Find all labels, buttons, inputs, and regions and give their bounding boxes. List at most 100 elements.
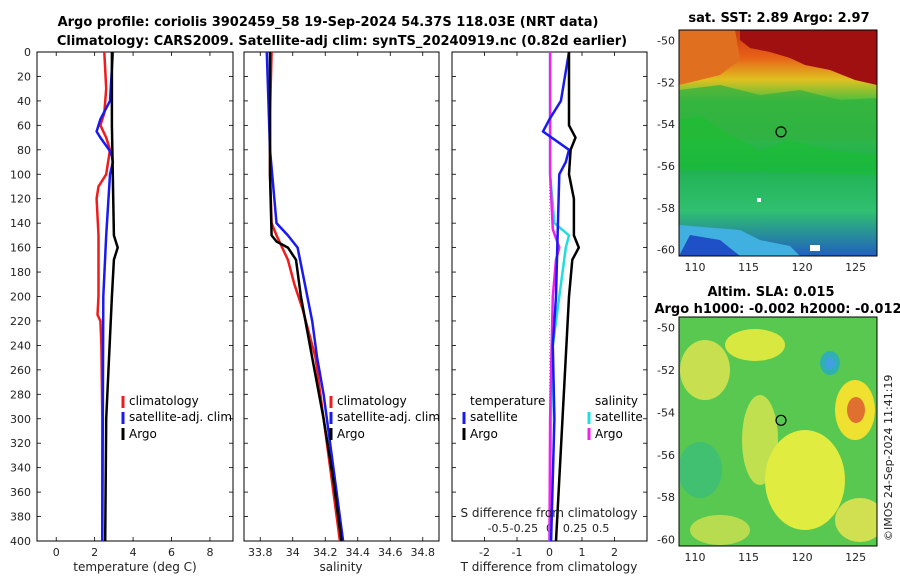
- map-y-tick-label: -60: [657, 244, 675, 257]
- y-tick-label: 400: [10, 535, 31, 548]
- y-tick-label: 320: [10, 437, 31, 450]
- legend-label: satellite-adj. clim: [337, 410, 440, 424]
- legend-title: salinity: [595, 394, 638, 408]
- difference-legend-salinity: salinity satellite Argo: [587, 394, 643, 441]
- legend-label: satellite: [470, 410, 518, 424]
- difference-top-xlabel: S difference from climatology: [461, 506, 638, 520]
- legend-label: Argo: [470, 427, 498, 441]
- map-y-tick-label: -56: [657, 449, 675, 462]
- y-tick-label: 300: [10, 413, 31, 426]
- series-line-satellite-adj-clim: [95, 51, 115, 542]
- map-y-tick-label: -58: [657, 491, 675, 504]
- map-x-tick-label: 125: [845, 551, 866, 564]
- x-tick-label: 33.8: [248, 546, 273, 559]
- y-tick-label: 360: [10, 486, 31, 499]
- map-y-tick-label: -54: [657, 118, 675, 131]
- argo-position-marker: [775, 126, 787, 138]
- imos-timestamp: ©IMOS 24-Sep-2024 11:41:19: [882, 375, 895, 541]
- y-tick-label: 220: [10, 315, 31, 328]
- x-tick-label: 34.6: [378, 546, 403, 559]
- map-y-tick-label: -58: [657, 202, 675, 215]
- x-tick-label: 0: [546, 546, 553, 559]
- x-tick-label: 34.2: [313, 546, 338, 559]
- temperature-legend: climatology satellite-adj. clim Argo: [121, 394, 232, 441]
- sla-map-frame: [678, 316, 878, 547]
- map-y-tick-label: -56: [657, 160, 675, 173]
- map-y-tick-label: -50: [657, 322, 675, 335]
- x-tick-label: 8: [206, 546, 213, 559]
- legend-label: satellite-adj. clim: [129, 410, 232, 424]
- x-tick-label: 0: [53, 546, 60, 559]
- map-x-tick-label: 120: [792, 551, 813, 564]
- series-line-climatology: [95, 51, 112, 541]
- x-top-tick-label: -0.5: [488, 522, 509, 535]
- map-x-tick-label: 125: [845, 261, 866, 274]
- legend-label: climatology: [337, 394, 407, 408]
- x-tick-label: -2: [479, 546, 490, 559]
- y-tick-label: 160: [10, 242, 31, 255]
- legend-label: Argo: [337, 427, 365, 441]
- x-top-tick-label: 0.25: [563, 522, 588, 535]
- difference-legend-temperature: temperature satellite Argo: [462, 394, 545, 441]
- map-x-tick-label: 115: [738, 551, 759, 564]
- x-tick-label: 6: [168, 546, 175, 559]
- legend-label: Argo: [595, 427, 623, 441]
- x-tick-label: 2: [91, 546, 98, 559]
- legend-label: satellite: [595, 410, 643, 424]
- x-top-tick-label: 0.5: [592, 522, 610, 535]
- map-y-tick-label: -54: [657, 406, 675, 419]
- tick-layer: 0204060801001201401601802002202402602803…: [10, 34, 866, 564]
- series-layer: [95, 51, 581, 542]
- y-tick-label: 120: [10, 193, 31, 206]
- x-tick-label: 34.4: [346, 546, 371, 559]
- sst-map-frame: [678, 29, 878, 257]
- map-y-tick-label: -52: [657, 76, 675, 89]
- series-line-argo: [103, 52, 119, 542]
- y-tick-label: 80: [17, 144, 31, 157]
- x-top-tick-label: -0.25: [510, 522, 538, 535]
- main-title-line1: Argo profile: coriolis 3902459_58 19-Sep…: [58, 15, 599, 30]
- salinity-legend: climatology satellite-adj. clim Argo: [329, 394, 440, 441]
- y-tick-label: 40: [17, 95, 31, 108]
- y-tick-label: 140: [10, 217, 31, 230]
- series-line-temperature-satellite: [541, 51, 571, 542]
- sla-map-subtitle: Argo h1000: -0.002 h2000: -0.012: [654, 302, 900, 317]
- y-tick-label: 100: [10, 168, 31, 181]
- y-tick-label: 180: [10, 266, 31, 279]
- salinity-xlabel: salinity: [319, 560, 362, 574]
- map-x-tick-label: 110: [685, 551, 706, 564]
- x-tick-label: -1: [512, 546, 523, 559]
- x-tick-label: 34: [286, 546, 300, 559]
- x-tick-label: 2: [611, 546, 618, 559]
- y-tick-label: 200: [10, 291, 31, 304]
- y-tick-label: 240: [10, 339, 31, 352]
- y-tick-label: 20: [17, 70, 31, 83]
- series-line-argo: [268, 52, 343, 542]
- temperature-panel: [36, 51, 234, 542]
- x-tick-label: 1: [579, 546, 586, 559]
- map-y-tick-label: -60: [657, 534, 675, 547]
- main-title-line2: Climatology: CARS2009. Satellite-adj cli…: [57, 34, 627, 49]
- y-tick-label: 280: [10, 388, 31, 401]
- map-x-tick-label: 115: [738, 261, 759, 274]
- legend-label: Argo: [129, 427, 157, 441]
- y-tick-label: 340: [10, 462, 31, 475]
- legend-label: climatology: [129, 394, 199, 408]
- y-tick-label: 380: [10, 511, 31, 524]
- sla-map-title: Altim. SLA: 0.015: [708, 285, 835, 300]
- x-tick-label: 34.8: [411, 546, 436, 559]
- map-x-tick-label: 120: [792, 261, 813, 274]
- legend-title: temperature: [470, 394, 545, 408]
- sla-map-field: [679, 317, 877, 546]
- temperature-xlabel: temperature (deg C): [73, 560, 196, 574]
- sst-map-title: sat. SST: 2.89 Argo: 2.97: [688, 11, 869, 26]
- sst-map-field: [679, 30, 877, 256]
- x-tick-label: 4: [130, 546, 137, 559]
- series-line-temperature-argo: [554, 52, 581, 542]
- y-tick-label: 0: [24, 46, 31, 59]
- map-y-tick-label: -52: [657, 364, 675, 377]
- salinity-panel: [243, 51, 440, 542]
- y-tick-label: 260: [10, 364, 31, 377]
- map-y-tick-label: -50: [657, 34, 675, 47]
